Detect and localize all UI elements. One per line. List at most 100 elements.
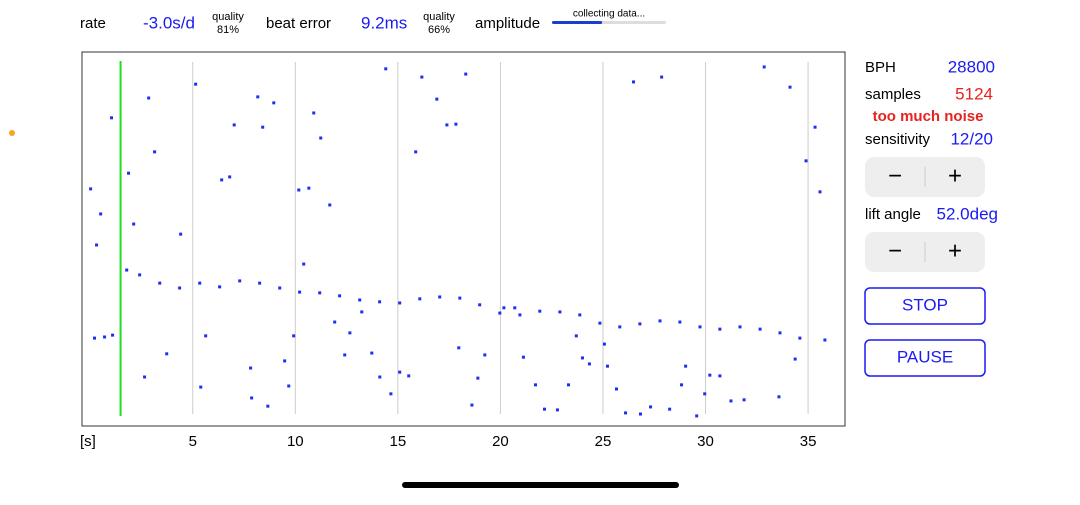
data-point xyxy=(567,383,571,387)
bph-value: 28800 xyxy=(948,57,995,76)
data-point xyxy=(698,325,702,329)
data-point xyxy=(703,392,707,396)
data-point xyxy=(718,374,722,378)
data-point xyxy=(632,80,636,84)
data-point xyxy=(498,311,502,315)
decrease-button[interactable]: − xyxy=(888,162,902,189)
status-dot xyxy=(9,130,15,136)
data-point xyxy=(312,111,316,115)
data-point xyxy=(261,125,265,129)
data-point xyxy=(418,297,422,301)
stop-button[interactable] xyxy=(864,287,986,325)
data-point xyxy=(680,383,684,387)
data-point xyxy=(818,190,822,194)
increase-button[interactable]: + xyxy=(948,237,962,264)
data-point xyxy=(232,123,236,127)
x-axis-label: [s] xyxy=(80,433,96,450)
pause-button[interactable] xyxy=(864,339,986,377)
data-point xyxy=(389,392,393,396)
data-point xyxy=(476,376,480,380)
data-point xyxy=(580,356,584,360)
data-point xyxy=(718,327,722,331)
x-tick-label: 15 xyxy=(390,433,407,450)
data-point xyxy=(729,399,733,403)
data-point xyxy=(111,333,115,337)
data-point xyxy=(758,327,762,331)
amplitude-status: collecting data... xyxy=(573,9,645,20)
data-point xyxy=(639,412,643,416)
x-tick-label: 5 xyxy=(189,433,197,450)
stop-label[interactable]: STOP xyxy=(902,295,948,314)
data-point xyxy=(338,294,342,298)
data-point xyxy=(574,334,578,338)
data-point xyxy=(420,75,424,79)
data-point xyxy=(398,301,402,305)
data-point xyxy=(358,298,362,302)
data-point xyxy=(445,123,449,127)
data-point xyxy=(668,407,672,411)
data-point xyxy=(348,331,352,335)
quality-label: quality xyxy=(212,11,244,23)
data-point xyxy=(738,325,742,329)
data-point xyxy=(370,351,374,355)
rate-label: rate xyxy=(80,15,106,32)
data-point xyxy=(204,334,208,338)
data-point xyxy=(788,85,792,89)
amplitude-label: amplitude xyxy=(475,15,540,32)
pause-label[interactable]: PAUSE xyxy=(897,347,953,366)
data-point xyxy=(624,411,628,415)
increase-button[interactable]: + xyxy=(948,162,962,189)
beat-error-value: 9.2ms xyxy=(361,13,407,32)
data-point xyxy=(555,408,559,412)
progress-bar xyxy=(552,21,603,24)
data-point xyxy=(272,101,276,105)
data-point xyxy=(266,404,270,408)
data-point xyxy=(605,364,609,368)
decrease-button[interactable]: − xyxy=(888,237,902,264)
lift-angle-value: 52.0deg xyxy=(937,204,998,223)
data-point xyxy=(618,325,622,329)
data-point xyxy=(478,303,482,307)
x-tick-label: 10 xyxy=(287,433,304,450)
data-point xyxy=(538,309,542,313)
data-point xyxy=(249,366,253,370)
data-point xyxy=(587,362,591,366)
data-point xyxy=(178,286,182,290)
data-point xyxy=(823,338,827,342)
data-point xyxy=(360,310,364,314)
data-point xyxy=(319,136,323,140)
data-point xyxy=(793,357,797,361)
data-point xyxy=(378,300,382,304)
data-point xyxy=(127,171,131,175)
data-point xyxy=(602,342,606,346)
x-tick-label: 35 xyxy=(800,433,817,450)
data-point xyxy=(318,291,322,295)
data-point xyxy=(638,322,642,326)
data-point xyxy=(742,398,746,402)
quality-value: 81% xyxy=(217,24,239,36)
data-point xyxy=(518,313,522,317)
quality-value: 66% xyxy=(428,24,450,36)
data-point xyxy=(454,122,458,126)
data-point xyxy=(414,150,418,154)
sensitivity-label: sensitivity xyxy=(865,131,931,148)
data-point xyxy=(238,279,242,283)
data-point xyxy=(287,384,291,388)
data-point xyxy=(194,82,198,86)
data-point xyxy=(93,336,97,340)
data-point xyxy=(343,353,347,357)
data-point xyxy=(778,331,782,335)
data-point xyxy=(165,352,169,356)
data-point xyxy=(158,281,162,285)
data-point xyxy=(228,175,232,179)
data-point xyxy=(695,414,699,418)
data-point xyxy=(598,321,602,325)
data-point xyxy=(521,355,525,359)
data-point xyxy=(99,212,103,216)
data-point xyxy=(684,364,688,368)
data-point xyxy=(798,336,802,340)
data-point xyxy=(138,273,142,277)
noise-warning: too much noise xyxy=(873,108,984,125)
data-point xyxy=(615,387,619,391)
data-point xyxy=(464,72,468,76)
